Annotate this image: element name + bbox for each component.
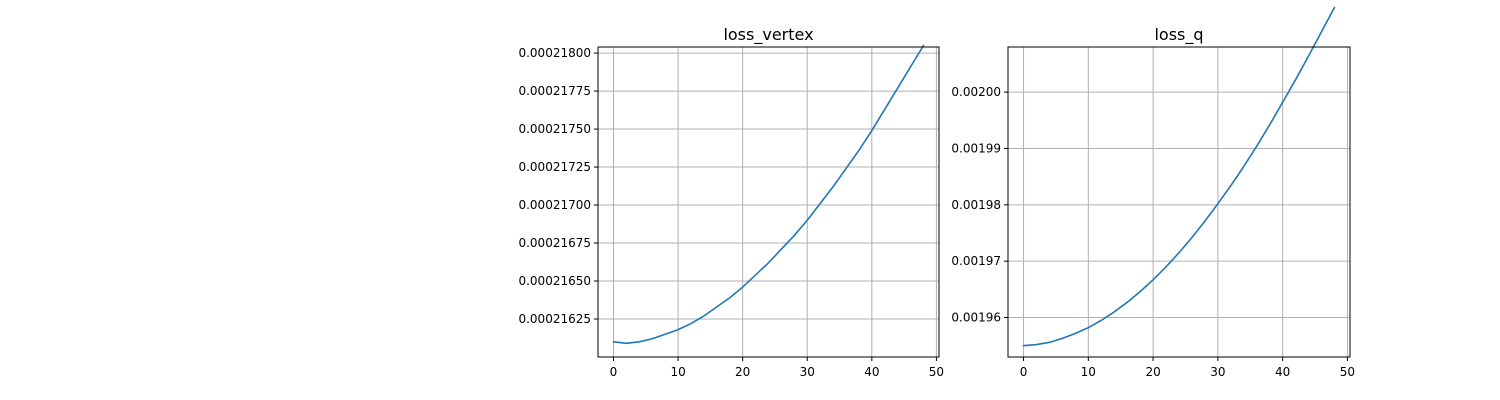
x-tick-label: 0 (1020, 365, 1028, 379)
y-tick-label: 0.00021625 (518, 312, 591, 326)
y-tick-label: 0.00197 (951, 254, 1001, 268)
series (612, 44, 925, 345)
chart-title: loss_vertex (723, 25, 813, 45)
y-tick-label: 0.00021750 (518, 122, 591, 136)
x-tick-label: 50 (1340, 365, 1355, 379)
grid (1008, 47, 1350, 357)
axes-frame (1007, 46, 1351, 358)
x-tick-label: 40 (1275, 365, 1290, 379)
chart-loss-q: loss_q 0 10 20 30 40 50 0.00196 0.00197 0.00198… (951, 6, 1355, 379)
chart-loss-vertex: loss_vertex 0 10 20 30 40 50 0.000216250.0002… (518, 25, 944, 379)
y-tick-label: 0.00199 (951, 141, 1001, 155)
y-axis: 0.00196 0.00197 0.00198 0.00199 0.00200 (951, 85, 1008, 325)
y-tick-label: 0.00196 (951, 311, 1001, 325)
y-tick-label: 0.00021700 (518, 198, 591, 212)
x-tick-label: 10 (1081, 365, 1096, 379)
x-tick-label: 20 (1145, 365, 1160, 379)
y-tick-label: 0.00021725 (518, 160, 591, 174)
series (1022, 6, 1336, 347)
y-tick-label: 0.00021675 (518, 236, 591, 250)
x-axis: 0 10 20 30 40 50 (610, 357, 944, 379)
series-line (1022, 6, 1336, 347)
y-tick-label: 0.00021775 (518, 84, 591, 98)
x-axis: 0 10 20 30 40 50 (1020, 357, 1355, 379)
x-tick-label: 30 (1210, 365, 1225, 379)
chart-title: loss_q (1154, 25, 1203, 45)
y-tick-label: 0.00021800 (518, 46, 591, 60)
x-tick-label: 30 (800, 365, 815, 379)
y-tick-label: 0.00021650 (518, 274, 591, 288)
x-tick-label: 10 (670, 365, 685, 379)
series-line (612, 44, 925, 345)
x-tick-label: 0 (610, 365, 618, 379)
grid (598, 47, 939, 357)
y-axis: 0.00021625 0.00021650 0.00021675 0.00021700… (518, 46, 598, 326)
x-tick-label: 20 (735, 365, 750, 379)
x-tick-label: 40 (864, 365, 879, 379)
y-tick-label: 0.00198 (951, 198, 1001, 212)
y-tick-label: 0.00200 (951, 85, 1001, 99)
axes-frame (597, 46, 940, 358)
x-tick-label: 50 (929, 365, 944, 379)
